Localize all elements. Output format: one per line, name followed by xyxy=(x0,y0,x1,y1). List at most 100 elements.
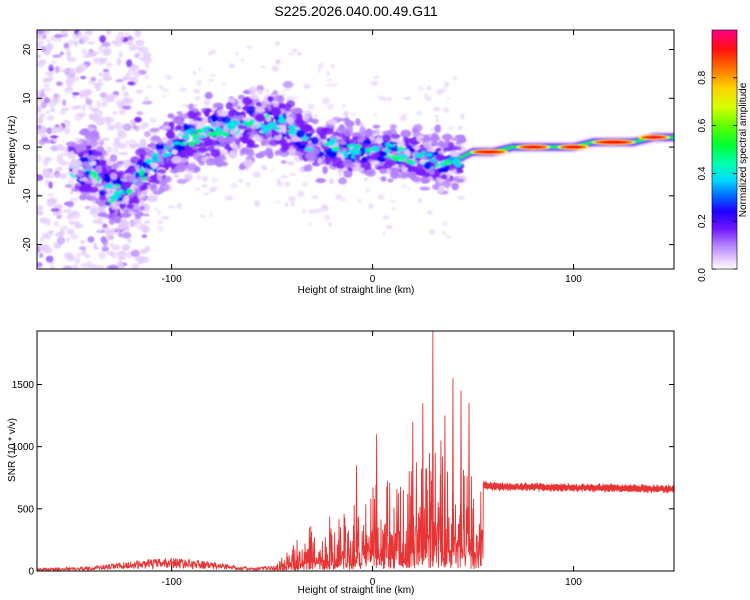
spectrogram-cell xyxy=(133,218,140,225)
spectrogram-cell xyxy=(425,152,433,158)
spectrogram-cell xyxy=(125,174,137,183)
spectrogram-cell xyxy=(267,95,274,102)
spectrogram-cell xyxy=(290,125,296,129)
spectrogram-cell xyxy=(71,76,80,82)
spectrogram-cell xyxy=(183,134,190,140)
spectrogram-cell xyxy=(268,139,280,146)
spectrogram-cell xyxy=(142,122,150,128)
spectrogram-cell xyxy=(276,181,284,188)
spectrogram-image xyxy=(37,30,674,269)
spectrogram-cell xyxy=(402,153,408,160)
spectrogram-cell xyxy=(151,157,161,162)
spectrogram-cell xyxy=(363,177,369,182)
spectrogram-cell xyxy=(62,265,73,269)
spectrogram-cell xyxy=(310,136,319,145)
spectrogram-y-label: Frequency (Hz) xyxy=(7,116,18,185)
spectrogram-cell xyxy=(221,116,231,124)
spectrogram-cell xyxy=(106,160,113,166)
spectrogram-cell xyxy=(253,134,261,139)
spectrogram-cell xyxy=(343,110,349,117)
spectrogram-cell xyxy=(302,208,306,214)
spectrogram-cell xyxy=(418,85,424,92)
spectrogram-cell xyxy=(198,214,206,218)
spectrogram-cell xyxy=(55,81,63,87)
spectrogram-cell xyxy=(204,91,213,100)
spectrogram-cell xyxy=(81,48,88,54)
spectrogram-cell xyxy=(84,254,91,258)
spectrogram-cell xyxy=(671,135,674,139)
spectrogram-cell xyxy=(188,119,197,125)
spectrogram-cell xyxy=(236,105,242,110)
spectrogram-x-label: Height of straight line (km) xyxy=(298,285,415,296)
spectrogram-cell xyxy=(116,58,122,66)
spectrogram-cell xyxy=(66,237,71,243)
spectrogram-cell xyxy=(118,151,129,156)
spectrogram-cell xyxy=(92,219,100,224)
spectrogram-cell xyxy=(150,164,159,169)
spectrogram-cell xyxy=(339,197,347,202)
spectrogram-cell xyxy=(129,143,136,149)
spectrogram-cell xyxy=(219,149,230,155)
spectrogram-cell xyxy=(369,160,380,166)
spectrogram-cell xyxy=(192,152,201,160)
spectrogram-cell xyxy=(198,160,205,166)
spectrogram-cell xyxy=(109,201,120,210)
spectrogram-cell xyxy=(90,76,97,82)
spectrogram-cell xyxy=(106,265,115,269)
spectrogram-cell xyxy=(78,177,88,182)
spectrogram-cell xyxy=(66,201,72,205)
spectrogram-cell xyxy=(176,178,188,184)
spectrogram-cell xyxy=(434,114,439,119)
spectrogram-cell xyxy=(59,51,64,56)
spectrogram-cell xyxy=(98,45,104,53)
spectrogram-cell xyxy=(117,256,126,261)
spectrogram-cell xyxy=(253,171,261,178)
spectrogram-cell xyxy=(382,215,390,220)
spectrogram-cell xyxy=(326,70,330,76)
spectrogram-cell xyxy=(156,172,163,181)
spectrogram-cell xyxy=(442,147,454,152)
snr-spike xyxy=(443,415,446,553)
spectrogram-cell xyxy=(247,149,254,155)
spectrogram-cell xyxy=(134,180,144,187)
y-tick-label: 0 xyxy=(22,144,33,150)
spectrogram-cell xyxy=(167,140,173,148)
spectrogram-cell xyxy=(116,250,127,258)
spectrogram-cell xyxy=(93,57,99,64)
spectrogram-cell xyxy=(162,125,171,130)
spectrogram-cell xyxy=(245,182,251,188)
spectrogram-cell xyxy=(77,63,88,71)
spectrogram-cell xyxy=(138,57,149,61)
spectrogram-cell xyxy=(80,75,87,80)
spectrogram-cell xyxy=(110,195,118,199)
y-tick-label: -20 xyxy=(22,237,33,252)
spectrogram-cell xyxy=(135,89,144,94)
spectrogram-cell xyxy=(42,88,52,92)
spectrogram-cell xyxy=(179,87,187,93)
spectrogram-cell xyxy=(74,221,81,227)
spectrogram-cell xyxy=(441,230,447,236)
x-tick-label: 0 xyxy=(370,577,376,588)
spectrogram-cell xyxy=(110,241,114,248)
spectrogram-cell xyxy=(240,58,245,63)
snr-spike xyxy=(468,403,470,553)
spectrogram-cell xyxy=(271,65,279,73)
spectrogram-cell xyxy=(56,236,66,245)
spectrogram-cell xyxy=(78,89,86,98)
spectrogram-cell xyxy=(115,79,124,83)
snr-series-line xyxy=(37,452,674,571)
spectrogram-cell xyxy=(127,68,137,76)
spectrogram-cell xyxy=(70,105,81,110)
spectrogram-cell xyxy=(111,162,119,170)
spectrogram-cell xyxy=(477,150,502,154)
spectrogram-cell xyxy=(389,123,397,130)
spectrogram-cell xyxy=(192,108,199,113)
spectrogram-cell xyxy=(121,232,132,239)
spectrogram-cell xyxy=(421,178,431,184)
spectrogram-cell xyxy=(42,247,53,254)
spectrogram-cell xyxy=(55,211,61,217)
spectrogram-cell xyxy=(67,154,77,159)
spectrogram-cell xyxy=(37,174,44,181)
spectrogram-cell xyxy=(373,113,377,117)
